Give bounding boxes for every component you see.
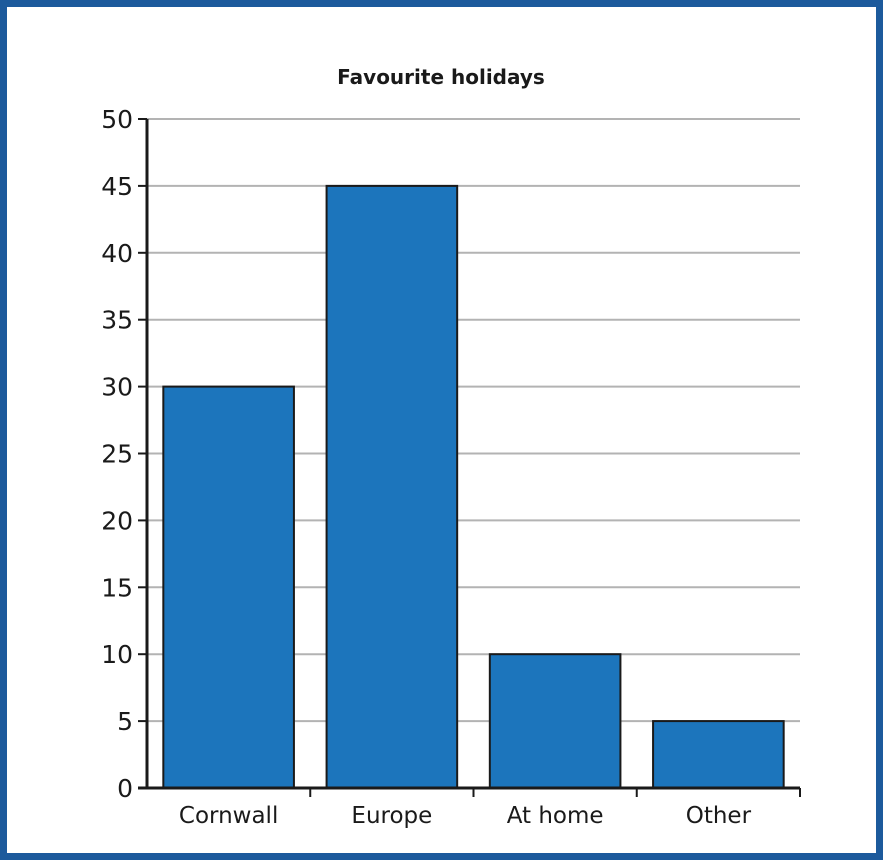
x-category-label: Other — [686, 803, 752, 829]
y-tick-label: 45 — [101, 172, 133, 201]
x-axis-ticks: Cornwall Europe At home Other — [179, 788, 801, 829]
y-tick-label: 10 — [101, 640, 133, 669]
bar-cornwall — [162, 385, 295, 789]
y-tick-label: 40 — [101, 239, 133, 268]
y-tick-label: 15 — [101, 573, 133, 602]
y-tick-label: 5 — [117, 707, 133, 736]
bars — [162, 184, 785, 790]
bar-other — [652, 720, 785, 789]
chart-title: Favourite holidays — [337, 65, 545, 89]
x-category-label: Europe — [351, 803, 432, 829]
y-tick-label: 25 — [101, 440, 133, 469]
bar-europe — [325, 184, 459, 789]
y-tick-label: 0 — [117, 774, 133, 803]
y-tick-label: 35 — [101, 306, 133, 335]
y-axis-ticks: 0 5 10 15 20 25 30 35 40 45 50 — [101, 105, 147, 803]
y-tick-label: 50 — [101, 105, 133, 134]
y-tick-label: 20 — [101, 506, 133, 535]
x-category-label: At home — [507, 803, 604, 829]
bar-at-home — [488, 653, 622, 790]
y-tick-label: 30 — [101, 373, 133, 402]
x-category-label: Cornwall — [179, 803, 278, 829]
